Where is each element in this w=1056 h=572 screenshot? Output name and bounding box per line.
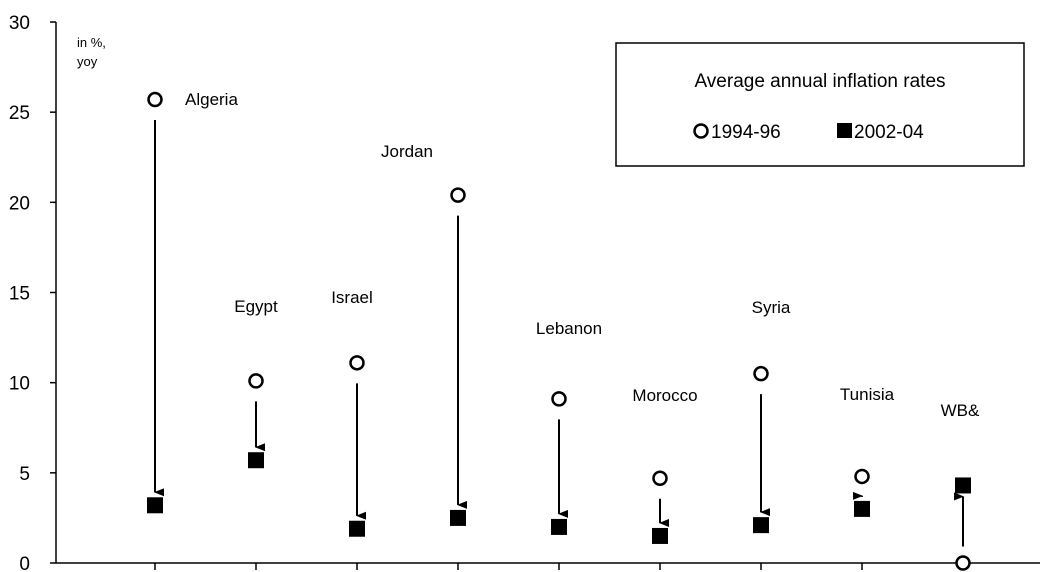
y-tick-label: 10 xyxy=(9,374,30,395)
change-arrows xyxy=(154,120,964,547)
point-2002-04 xyxy=(349,520,365,537)
point-1994-96 xyxy=(955,555,971,571)
category-label: Syria xyxy=(752,298,791,317)
y-tick-label: 0 xyxy=(19,554,30,572)
category-label: Algeria xyxy=(185,90,238,109)
category-label: WB& xyxy=(941,401,980,420)
unit-label-line1: in %, xyxy=(77,35,106,50)
point-1994-96 xyxy=(450,187,466,203)
category-label: Morocco xyxy=(632,386,697,405)
category-label: Jordan xyxy=(381,142,433,161)
point-1994-96 xyxy=(652,470,668,486)
data-marks xyxy=(147,91,971,571)
legend-box xyxy=(615,42,1025,167)
unit-label-line2: yoy xyxy=(77,54,98,69)
category-label: Lebanon xyxy=(536,319,602,338)
point-2002-04 xyxy=(854,500,870,517)
category-label: Egypt xyxy=(234,297,278,316)
point-2002-04 xyxy=(450,509,466,526)
point-1994-96 xyxy=(753,365,769,382)
point-2002-04 xyxy=(753,517,769,534)
legend-label-1994-96: 1994-96 xyxy=(711,122,781,143)
y-tick-label: 5 xyxy=(19,464,30,485)
point-1994-96 xyxy=(551,391,567,407)
y-tick-label: 20 xyxy=(9,193,30,214)
point-1994-96 xyxy=(854,468,870,485)
point-1994-96 xyxy=(349,355,365,371)
point-1994-96 xyxy=(248,373,264,389)
category-label: Israel xyxy=(331,288,373,307)
y-tick-label: 15 xyxy=(9,284,30,305)
point-2002-04 xyxy=(248,452,264,469)
point-2002-04 xyxy=(652,527,668,544)
category-label: Tunisia xyxy=(840,385,895,404)
legend-label-2002-04: 2002-04 xyxy=(854,122,924,143)
point-2002-04 xyxy=(147,497,163,514)
category-labels: Algeria Egypt Israel Jordan Lebanon Morocco Sy… xyxy=(185,90,980,420)
axes: 0 5 10 15 20 25 30 xyxy=(9,13,1040,572)
legend: Average annual inflation rates 1994-96 2… xyxy=(615,42,1025,167)
point-2002-04 xyxy=(955,477,971,494)
point-2002-04 xyxy=(551,518,567,535)
point-1994-96 xyxy=(147,91,163,108)
legend-title: Average annual inflation rates xyxy=(694,71,945,92)
y-tick-label: 30 xyxy=(9,13,30,34)
y-tick-label: 25 xyxy=(9,103,30,124)
legend-circle-icon xyxy=(693,123,709,139)
legend-square-icon xyxy=(837,123,852,138)
